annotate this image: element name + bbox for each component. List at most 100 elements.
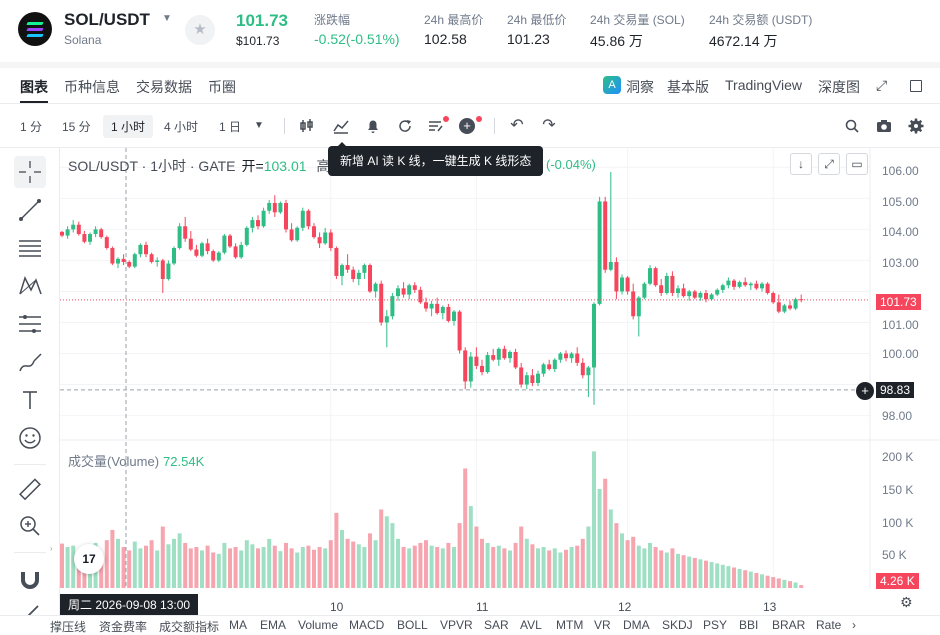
indicator-17[interactable]: BRAR [772, 618, 806, 632]
tab-insight[interactable]: 洞察 [626, 79, 654, 95]
tab-depth[interactable]: 深度图 [818, 79, 860, 95]
interval-15m[interactable]: 15 分 [62, 120, 91, 134]
camera-icon[interactable] [875, 117, 893, 135]
volume-bar [793, 582, 798, 588]
candle-body [720, 285, 725, 290]
tab-basic[interactable]: 基本版 [667, 79, 709, 95]
candle-type-icon[interactable] [298, 117, 316, 135]
candle-body [300, 210, 305, 228]
alert-bell-icon[interactable] [364, 117, 382, 135]
tab-community[interactable]: 币圈 [208, 79, 236, 95]
undo-icon[interactable]: ↶ [510, 117, 524, 134]
symbol-title[interactable]: SOL/USDT [64, 10, 150, 29]
interval-1h[interactable]: 1 小时 [103, 115, 154, 138]
indicator-12[interactable]: VR [594, 618, 611, 632]
ruler-tool-icon[interactable] [14, 474, 46, 506]
indicator-0[interactable]: 撑压线 [50, 620, 87, 634]
indicator-13[interactable]: DMA [623, 618, 650, 632]
indicator-7[interactable]: BOLL [397, 618, 428, 632]
fib-tool-icon[interactable] [14, 232, 46, 264]
candle-body [597, 201, 602, 304]
settings-gear-icon[interactable] [907, 117, 925, 135]
candle-body [127, 261, 132, 267]
candle-body [121, 258, 126, 262]
window-icon[interactable] [910, 80, 922, 92]
candle-body [88, 234, 92, 242]
refresh-icon[interactable] [396, 117, 414, 135]
tab-tradingview[interactable]: TradingView [725, 77, 803, 93]
tab-trading-data[interactable]: 交易数据 [136, 79, 192, 95]
search-icon[interactable] [843, 117, 861, 135]
redo-icon[interactable]: ↷ [542, 117, 556, 134]
candle-body [194, 249, 199, 256]
indicator-14[interactable]: SKDJ [662, 618, 693, 632]
volume-bar [188, 548, 193, 588]
last-price-usd: $101.73 [236, 34, 280, 48]
indicator-6[interactable]: MACD [349, 618, 385, 632]
volume-bar [519, 526, 524, 588]
candle-body [782, 305, 787, 312]
indicator-8[interactable]: VPVR [440, 618, 473, 632]
indicator-16[interactable]: BBI [739, 618, 759, 632]
volume-bar [799, 585, 804, 588]
chevron-down-icon[interactable]: ▼ [162, 13, 172, 24]
zoom-in-icon[interactable] [14, 510, 46, 542]
indicator-15[interactable]: PSY [703, 618, 728, 632]
indicator-18[interactable]: Rate [816, 618, 842, 632]
tooltip-arrow [336, 142, 348, 148]
chart-restore-icon[interactable]: ▭ [846, 153, 868, 175]
candlestick-chart[interactable] [60, 148, 940, 615]
indicator-5[interactable]: Volume [298, 618, 339, 632]
candle-body [592, 303, 596, 368]
text-tool-icon[interactable] [14, 384, 46, 416]
projection-tool-icon[interactable] [14, 308, 46, 340]
candle-body [424, 302, 428, 309]
candle-body [715, 289, 720, 295]
indicator-11[interactable]: MTM [556, 618, 584, 632]
interval-1m[interactable]: 1 分 [20, 120, 43, 134]
volume-bar [183, 542, 188, 588]
indicator-2[interactable]: 成交额指标 [159, 620, 220, 634]
indicator-1[interactable]: 资金费率 [99, 620, 148, 634]
indicator-more-chevron-icon[interactable]: › [852, 618, 856, 632]
indicator-9[interactable]: SAR [484, 618, 509, 632]
add-indicator-icon[interactable]: + [459, 118, 475, 134]
add-order-plus-icon[interactable]: + [856, 382, 874, 400]
ai-pattern-icon[interactable] [427, 117, 445, 135]
volume-value: 72.54K [163, 454, 205, 469]
chart-panel[interactable]: SOL/USDT · 1小时 · GATE 开=103.01 高 新增 AI 读 … [60, 142, 940, 615]
volume-bar [530, 544, 535, 588]
scroll-to-latest-icon[interactable]: ↓ [790, 153, 812, 175]
expand-icon[interactable]: ⤢ [876, 77, 888, 93]
interval-dropdown-icon[interactable]: ▼ [254, 120, 264, 131]
volume-bar [200, 550, 204, 588]
emoji-tool-icon[interactable] [14, 422, 46, 454]
trendline-tool-icon[interactable] [14, 194, 46, 226]
indicator-3[interactable]: MA [229, 618, 247, 632]
candle-body [396, 288, 400, 297]
favorite-star-icon[interactable]: ★ [185, 15, 215, 45]
magnet-tool-icon[interactable] [14, 562, 46, 594]
volume-bar [121, 547, 126, 588]
tab-coin-info[interactable]: 币种信息 [64, 79, 120, 95]
stat-value-volume: 45.86 万 [590, 33, 643, 49]
crosshair-tool-icon[interactable] [14, 156, 46, 188]
interval-4h[interactable]: 4 小时 [164, 120, 199, 134]
tab-chart[interactable]: 图表 [20, 79, 48, 95]
indicator-10[interactable]: AVL [520, 618, 542, 632]
brush-tool-icon[interactable] [14, 346, 46, 378]
candle-body [468, 356, 473, 382]
indicator-settings-icon[interactable]: ⚙ [900, 594, 913, 610]
interval-1d[interactable]: 1 日 [219, 120, 242, 134]
market-header: SOL/USDT ▼ Solana ★ 101.73 $101.73 涨跌幅 -… [0, 0, 940, 62]
volume-bar [127, 550, 132, 588]
tools-expand-caret-icon[interactable]: › [50, 544, 53, 553]
volume-bar [474, 526, 479, 588]
candle-body [457, 311, 462, 351]
pattern-tool-icon[interactable] [14, 270, 46, 302]
chart-fullscreen-icon[interactable]: ⤢ [818, 153, 840, 175]
indicator-4[interactable]: EMA [260, 618, 287, 632]
volume-bar [116, 538, 120, 588]
indicators-icon[interactable] [332, 117, 350, 135]
candle-body [239, 244, 244, 258]
